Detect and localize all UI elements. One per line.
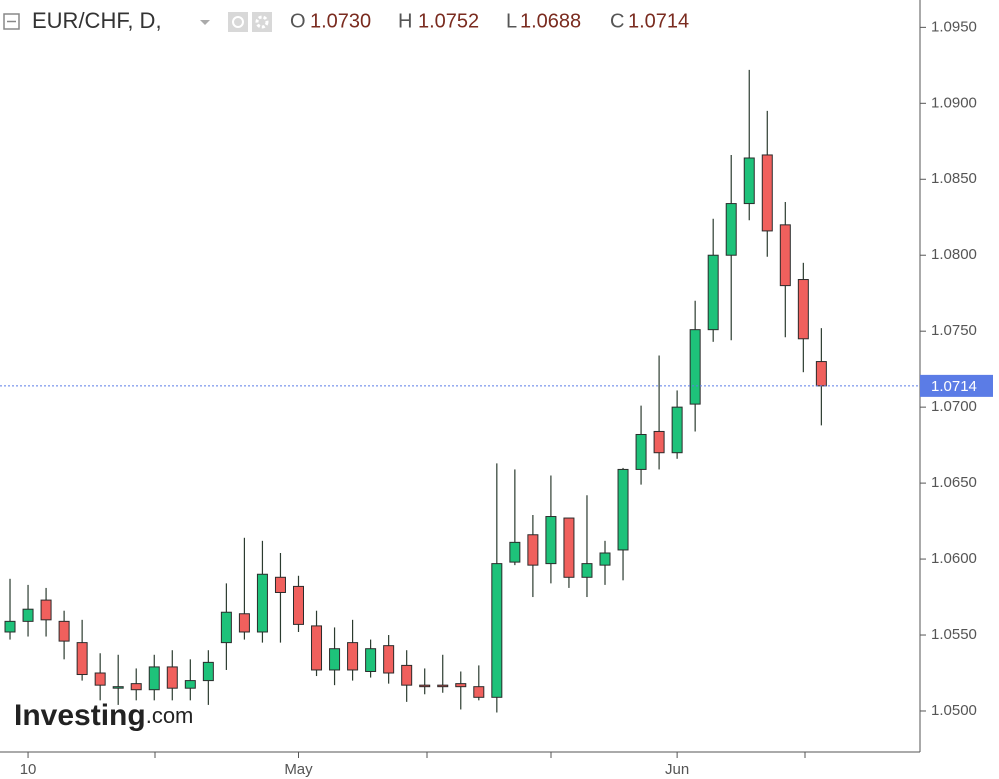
candle-body — [311, 625, 323, 671]
candle-body — [563, 517, 575, 578]
candle-body — [581, 563, 593, 578]
legend-key: O — [290, 10, 306, 32]
candle-body — [256, 573, 268, 633]
header: EUR/CHF, D, — [3, 8, 272, 33]
legend-value: 1.0688 — [520, 10, 581, 32]
watermark: Investing.com — [14, 699, 193, 732]
candle-body — [292, 585, 304, 625]
candle-body — [130, 683, 142, 691]
x-tick-label: May — [284, 761, 313, 778]
candle-body — [202, 661, 214, 682]
candle-body — [743, 157, 755, 205]
candle-body — [617, 468, 629, 551]
candle-body — [815, 361, 827, 387]
legend-key: L — [506, 10, 517, 32]
candle-body — [112, 686, 124, 689]
candle-body — [419, 684, 431, 688]
candle-body — [4, 620, 16, 633]
candle-body — [545, 516, 557, 565]
candle-body — [148, 666, 160, 691]
legend-value: 1.0714 — [628, 10, 689, 32]
candle-body — [184, 680, 196, 689]
x-tick-label: 10 — [20, 761, 37, 778]
y-tick-label: 1.0850 — [931, 170, 977, 187]
watermark-brand: Investing — [14, 699, 146, 732]
candle-body — [509, 541, 521, 563]
collapse-icon[interactable] — [3, 13, 20, 30]
candle-body — [707, 254, 719, 331]
watermark-suffix: .com — [146, 703, 194, 728]
y-tick-label: 1.0550 — [931, 626, 977, 643]
y-tick-label: 1.0950 — [931, 18, 977, 35]
y-tick-label: 1.0500 — [931, 702, 977, 719]
candle-body — [671, 406, 683, 454]
minor-x-ticks — [154, 752, 806, 758]
dropdown-arrow[interactable] — [200, 20, 210, 25]
candle-body — [725, 203, 737, 256]
candle-body — [94, 672, 106, 686]
candle-body — [473, 686, 485, 698]
candle-body — [527, 534, 539, 566]
last-price-label: 1.0714 — [931, 378, 977, 395]
candle-body — [761, 154, 773, 232]
candle-body — [437, 684, 449, 688]
y-tick-label: 1.0650 — [931, 474, 977, 491]
candle-body — [383, 645, 395, 674]
legend-key: C — [610, 10, 624, 32]
candle-body — [76, 642, 88, 676]
y-tick-label: 1.0750 — [931, 322, 977, 339]
symbol: EUR/CHF, D, — [32, 8, 162, 33]
candle-body — [779, 224, 791, 287]
candle-body — [274, 576, 286, 593]
candle-body — [455, 683, 467, 688]
candle-body — [347, 642, 359, 671]
y-tick-label: 1.0600 — [931, 550, 977, 567]
candle-body — [365, 648, 377, 672]
legend-value: 1.0730 — [310, 10, 371, 32]
candle-body — [238, 613, 250, 633]
candle-body — [40, 599, 52, 621]
candle-body — [166, 666, 178, 689]
candle-body — [22, 608, 34, 622]
candle-body — [58, 620, 70, 642]
legend-value: 1.0752 — [418, 10, 479, 32]
candle-body — [220, 611, 232, 644]
y-tick-label: 1.0700 — [931, 398, 977, 415]
candle-body — [329, 648, 341, 671]
eye-icon[interactable] — [228, 12, 248, 32]
x-tick-label: Jun — [665, 761, 689, 778]
candle-body — [653, 430, 665, 454]
candle-body — [689, 329, 701, 405]
y-tick-label: 1.0800 — [931, 246, 977, 263]
last-price-box — [920, 374, 993, 397]
candle-body — [491, 563, 503, 698]
settings-icon[interactable] — [252, 12, 272, 32]
legend-key: H — [398, 10, 412, 32]
candle-body — [635, 433, 647, 470]
candle-body — [599, 552, 611, 566]
y-tick-label: 1.0900 — [931, 94, 977, 111]
candle-body — [401, 664, 413, 686]
candle-body — [797, 279, 809, 340]
